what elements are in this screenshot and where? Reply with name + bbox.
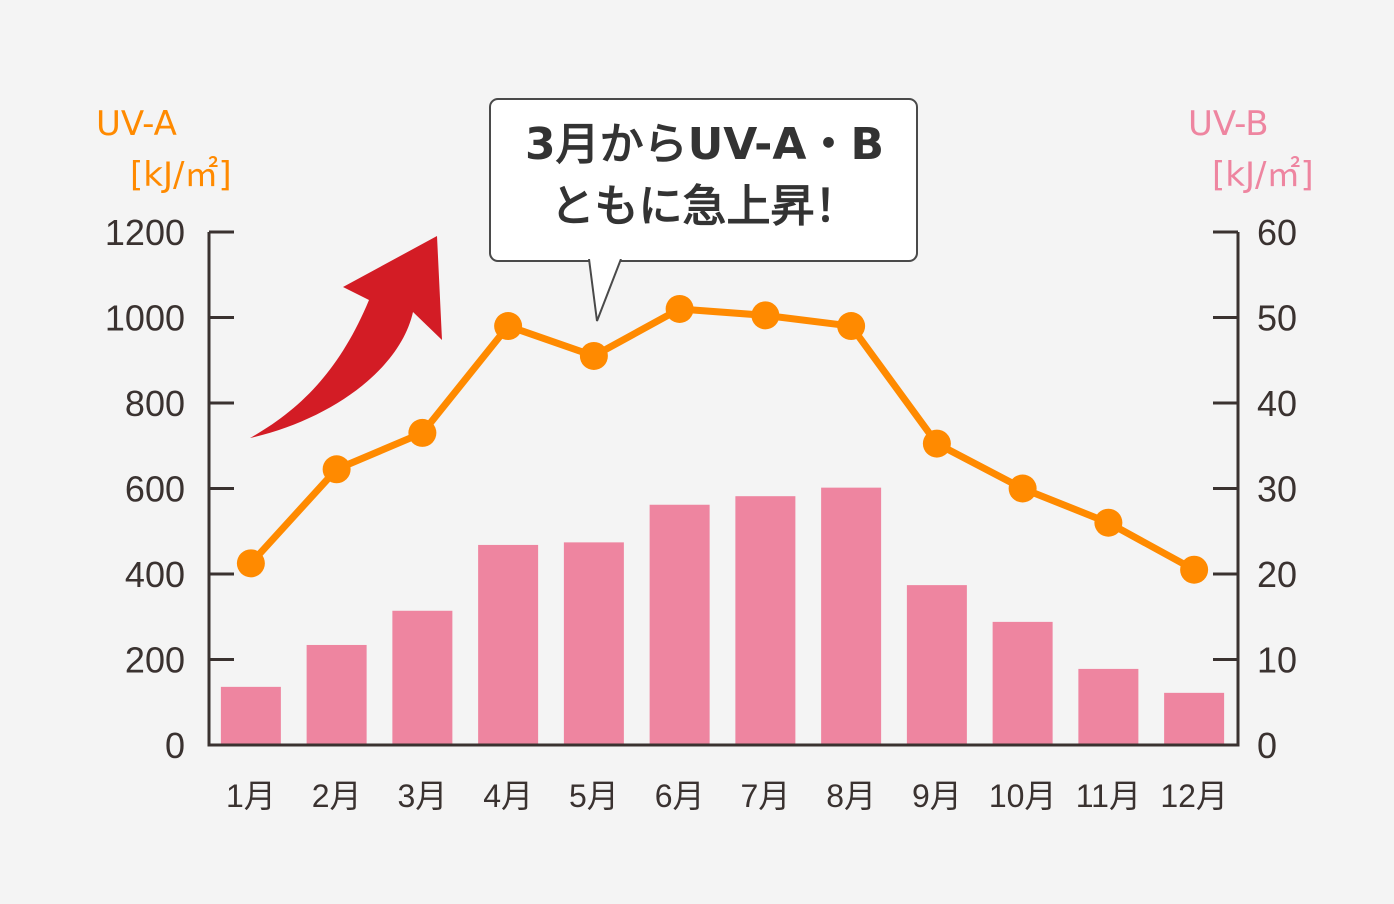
month-label: 7月 — [740, 778, 790, 814]
uv-b-bar — [649, 504, 710, 745]
uv-a-point — [1094, 508, 1123, 537]
uv-a-point — [665, 294, 694, 323]
uv-a-point — [408, 418, 437, 447]
right-axis-tick-label: 0 — [1257, 725, 1277, 766]
right-axis-tick-label: 30 — [1257, 469, 1297, 510]
uv-a-point — [579, 341, 608, 370]
left-axis-tick-labels: 0 200 400 600 800 1000 1200 — [105, 212, 185, 766]
month-label: 11月 — [1076, 778, 1141, 814]
left-axis-tick-label: 0 — [165, 725, 185, 766]
callout-tail-icon — [588, 259, 622, 322]
right-axis-tick-label: 20 — [1257, 554, 1297, 595]
uv-b-bar — [992, 621, 1053, 745]
left-axis-tick-label: 1000 — [105, 298, 185, 339]
left-axis-tick-label: 600 — [125, 469, 185, 510]
month-label: 12月 — [1160, 778, 1228, 814]
uv-a-point — [1180, 555, 1209, 584]
uv-b-bar — [1164, 692, 1225, 745]
month-label: 6月 — [655, 778, 705, 814]
x-axis-month-labels: 1月 2月 3月 4月 5月 6月 7月 8月 9月 10月 11月 12月 — [226, 778, 1228, 814]
left-axis-tick-label: 400 — [125, 554, 185, 595]
right-axis-unit: [kJ/㎡] — [1212, 155, 1314, 195]
callout-box — [489, 98, 918, 262]
uv-b-bar — [563, 542, 624, 745]
left-axis-unit: [kJ/㎡] — [130, 155, 232, 195]
month-label: 10月 — [989, 778, 1057, 814]
uv-b-bar — [735, 496, 796, 745]
uv-b-bar — [478, 544, 539, 745]
callout-line-2: ともに急上昇！ — [550, 181, 859, 232]
right-axis-tick-label: 50 — [1257, 298, 1297, 339]
month-label: 1月 — [226, 778, 276, 814]
month-label: 2月 — [312, 778, 362, 814]
callout-bubble: 3月からUV-A・B ともに急上昇！ — [489, 98, 920, 322]
uv-a-line — [236, 294, 1209, 584]
month-label: 3月 — [397, 778, 447, 814]
month-label: 5月 — [569, 778, 619, 814]
right-axis-tick-label: 40 — [1257, 383, 1297, 424]
uv-b-bar — [306, 644, 367, 745]
month-label: 8月 — [826, 778, 876, 814]
left-axis-tick-label: 1200 — [105, 212, 185, 253]
uv-b-bars — [220, 487, 1225, 745]
uv-a-point — [1008, 474, 1037, 503]
right-axis-tick-label: 10 — [1257, 640, 1297, 681]
uv-b-bar — [821, 487, 882, 745]
trend-up-arrow-icon — [250, 236, 442, 438]
uv-a-point — [751, 301, 780, 330]
left-axis-tick-label: 800 — [125, 383, 185, 424]
right-axis-tick-labels: 0 10 20 30 40 50 60 — [1257, 212, 1297, 766]
uv-b-bar — [906, 585, 967, 745]
callout-line-1: 3月からUV-A・B — [524, 119, 885, 170]
right-axis-title: UV-B — [1188, 104, 1269, 144]
uv-b-bar — [220, 686, 281, 745]
uv-b-bar — [392, 610, 453, 745]
callout-text: 3月からUV-A・B ともに急上昇！ — [489, 114, 920, 238]
uv-a-point — [922, 429, 951, 458]
left-axis-tick-label: 200 — [125, 640, 185, 681]
right-axis-tick-label: 60 — [1257, 212, 1297, 253]
uv-a-point — [322, 455, 351, 484]
left-axis-title: UV-A — [96, 104, 177, 144]
month-label: 9月 — [912, 778, 962, 814]
month-label: 4月 — [483, 778, 533, 814]
uv-a-point — [837, 312, 866, 341]
axes — [207, 230, 1240, 747]
uv-a-point — [236, 549, 265, 578]
uv-a-point — [494, 312, 523, 341]
uv-b-bar — [1078, 668, 1139, 745]
